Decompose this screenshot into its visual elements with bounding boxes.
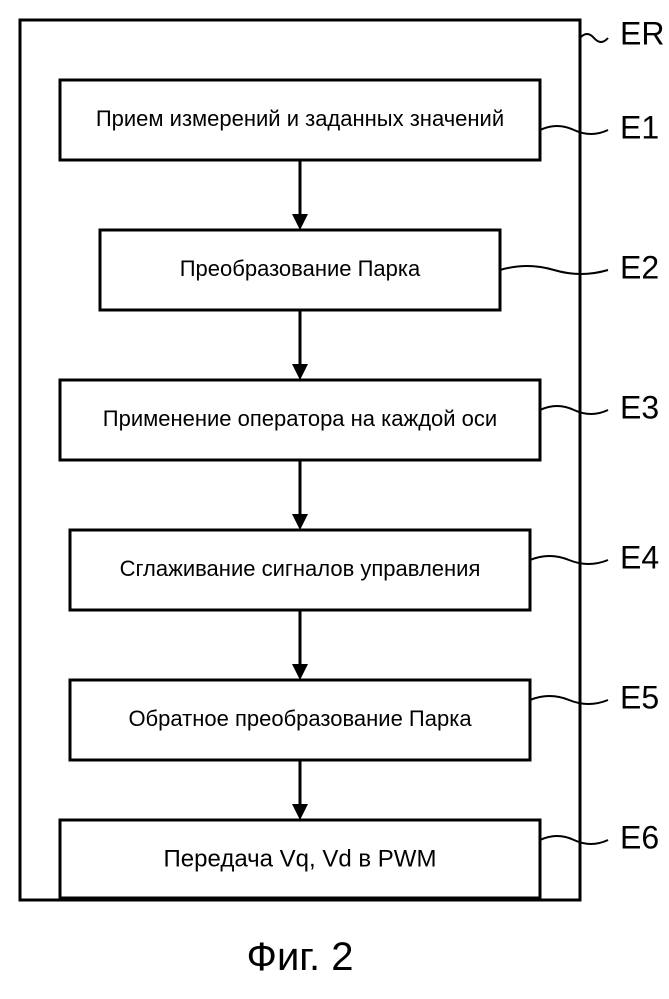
node-label-e4: Сглаживание сигналов управления [120,556,481,581]
flowchart: Прием измерений и заданных значений Преоб… [0,0,669,999]
node-label-e3: Применение оператора на каждой оси [103,406,497,431]
arrow-head-4 [292,664,308,680]
side-label-er: ER [620,15,664,51]
side-label-e3: E3 [620,389,659,425]
figure-caption: Фиг. 2 [247,935,354,979]
pointer-curve-e5 [530,696,608,704]
pointer-curve-e3 [540,406,608,414]
side-label-e1: E1 [620,109,659,145]
node-label-e5: Обратное преобразование Парка [128,706,472,731]
side-label-e4: E4 [620,539,659,575]
node-label-e1: Прием измерений и заданных значений [96,106,504,131]
arrow-head-2 [292,364,308,380]
pointer-curve-e1 [540,126,608,134]
arrow-head-3 [292,514,308,530]
arrow-head-5 [292,804,308,820]
node-label-e6: Передача Vq, Vd в PWM [164,845,437,872]
arrow-head-1 [292,214,308,230]
pointer-curve-e6 [540,836,608,844]
node-label-e2: Преобразование Парка [180,256,421,281]
pointer-curve-e2 [500,266,608,274]
side-label-e5: E5 [620,679,659,715]
side-label-e6: E6 [620,819,659,855]
side-label-e2: E2 [620,249,659,285]
pointer-curve-er [580,34,608,42]
pointer-curve-e4 [530,556,608,564]
